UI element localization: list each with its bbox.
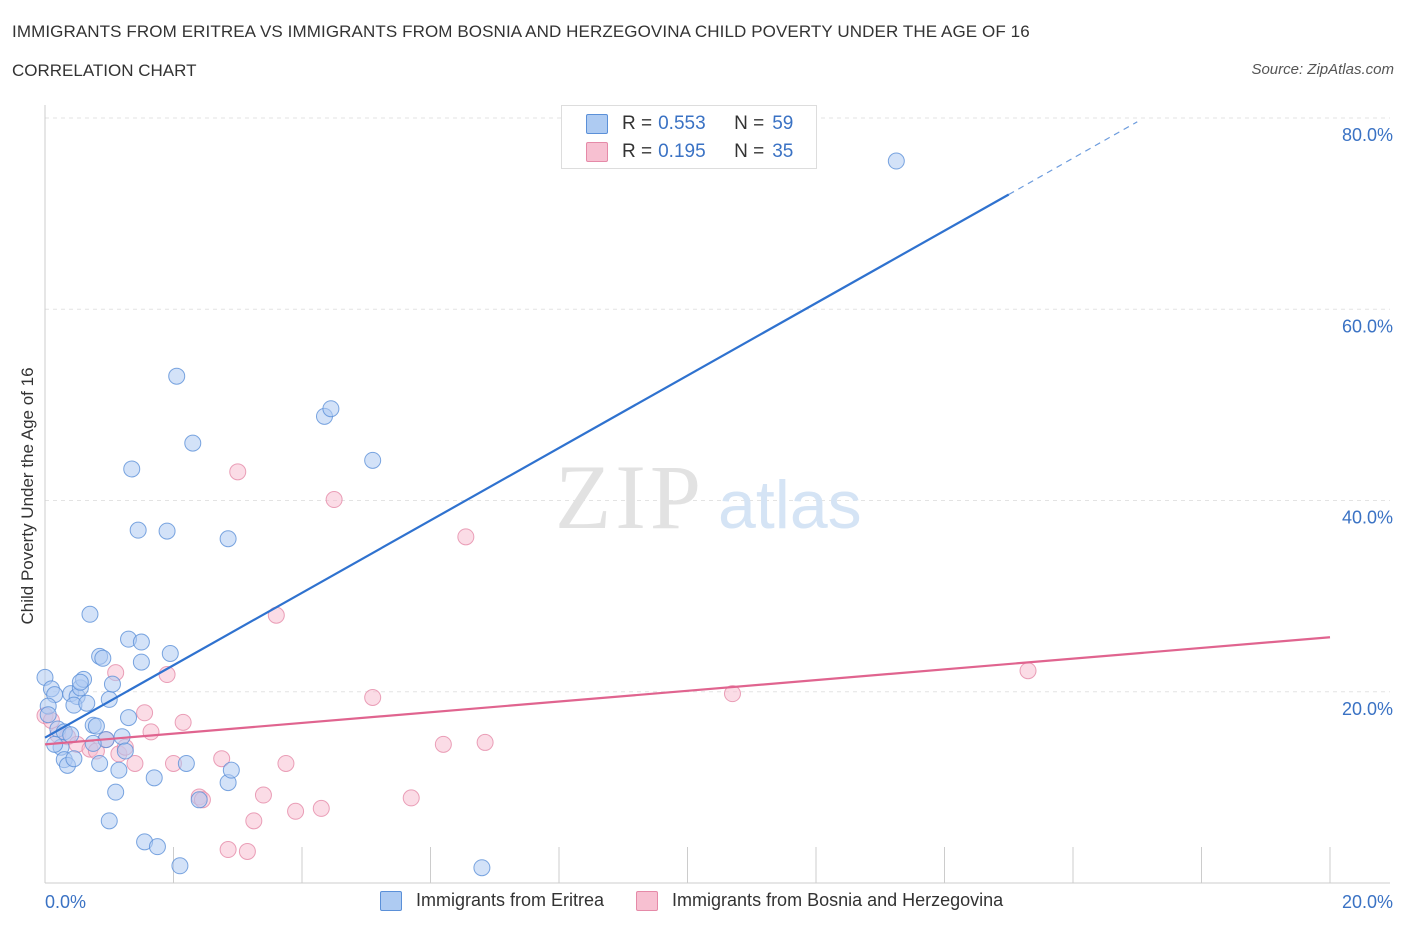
legend-label-bosnia: Immigrants from Bosnia and Herzegovina <box>672 890 1004 910</box>
legend-item-eritrea: Immigrants from Eritrea <box>380 890 604 911</box>
data-point-bosnia <box>142 723 160 741</box>
data-point-bosnia <box>457 528 475 546</box>
data-point-eritrea <box>78 694 96 712</box>
data-point-eritrea <box>65 750 83 768</box>
data-point-eritrea <box>84 734 102 752</box>
data-point-eritrea <box>168 367 186 385</box>
y-axis-label: Child Poverty Under the Age of 16 <box>18 367 37 625</box>
source-label: Source: ZipAtlas.com <box>1251 61 1394 78</box>
data-point-eritrea <box>473 859 491 877</box>
data-point-eritrea <box>219 530 237 548</box>
legend-r-label: R = <box>622 141 653 162</box>
data-point-eritrea <box>145 769 163 787</box>
chart-subtitle: CORRELATION CHART <box>12 61 197 80</box>
data-point-bosnia <box>254 786 272 804</box>
data-point-eritrea <box>364 451 382 469</box>
grid-lines <box>45 117 1390 693</box>
x-tick-label: 20.0% <box>1342 892 1393 912</box>
data-point-eritrea <box>94 649 112 667</box>
data-point-bosnia <box>312 799 330 817</box>
x-tick-label: 0.0% <box>45 892 86 912</box>
legend-swatch-blue <box>380 890 402 911</box>
data-point-bosnia <box>245 812 263 830</box>
series-legend: Immigrants from Eritrea Immigrants from … <box>380 890 1035 911</box>
data-point-bosnia <box>213 750 231 768</box>
data-point-bosnia <box>136 704 154 722</box>
legend-n-label: N = <box>734 141 765 162</box>
data-point-eritrea <box>110 761 128 779</box>
trend-extension-eritrea <box>1008 121 1138 196</box>
data-point-bosnia <box>434 735 452 753</box>
trend-lines <box>44 121 1331 746</box>
data-point-bosnia <box>219 841 237 859</box>
data-point-eritrea <box>103 675 121 693</box>
trend-line-eritrea <box>44 193 1010 739</box>
data-point-eritrea <box>39 706 57 724</box>
chart-title: IMMIGRANTS FROM ERITREA VS IMMIGRANTS FR… <box>12 22 1030 41</box>
legend-n-value: 35 <box>772 141 794 162</box>
data-point-eritrea <box>91 754 109 772</box>
legend-r-value: 0.195 <box>658 141 706 162</box>
legend-row-eritrea: R = 0.553 N = 59 <box>586 112 793 136</box>
data-point-eritrea <box>107 783 125 801</box>
watermark-zip: ZIP <box>555 446 705 548</box>
data-point-bosnia <box>325 491 343 509</box>
data-point-eritrea <box>116 742 134 760</box>
data-point-bosnia <box>229 463 247 481</box>
data-point-bosnia <box>476 733 494 751</box>
data-point-eritrea <box>129 521 147 539</box>
data-point-eritrea <box>161 645 179 662</box>
y-tick-label: 20.0% <box>1342 699 1393 719</box>
data-point-eritrea <box>177 754 195 772</box>
trend-line-bosnia <box>44 636 1331 746</box>
data-point-bosnia <box>364 688 382 706</box>
legend-swatch-pink <box>586 142 608 162</box>
data-point-eritrea <box>222 761 240 779</box>
legend-row-bosnia: R = 0.195 N = 35 <box>586 140 793 164</box>
data-point-bosnia <box>1019 662 1037 680</box>
data-point-eritrea <box>148 838 166 856</box>
data-point-bosnia <box>287 802 305 820</box>
legend-swatch-pink <box>636 890 659 911</box>
legend-r-value: 0.553 <box>658 113 706 134</box>
data-point-eritrea <box>62 726 80 744</box>
watermark-atlas: atlas <box>718 467 862 543</box>
y-tick-label: 60.0% <box>1342 316 1393 336</box>
data-point-eritrea <box>190 791 208 809</box>
data-point-eritrea <box>184 434 202 452</box>
data-point-eritrea <box>81 605 99 623</box>
legend-n-label: N = <box>734 113 765 134</box>
data-point-bosnia <box>126 754 144 772</box>
data-point-eritrea <box>132 633 150 651</box>
data-point-eritrea <box>71 673 89 691</box>
correlation-legend: R = 0.553 N = 59 R = 0.195 N = 35 <box>561 105 817 169</box>
tick-labels: 20.0% 40.0% 60.0% 80.0% 0.0% 20.0% <box>45 125 1393 912</box>
y-tick-label: 40.0% <box>1342 508 1393 528</box>
data-point-bosnia <box>277 754 295 772</box>
data-point-bosnia <box>402 789 420 807</box>
data-point-bosnia <box>174 713 192 731</box>
watermark: ZIP atlas <box>555 446 862 548</box>
data-point-eritrea <box>123 460 141 478</box>
data-point-eritrea <box>132 653 150 671</box>
data-point-eritrea <box>100 812 118 830</box>
legend-item-bosnia: Immigrants from Bosnia and Herzegovina <box>636 890 1003 911</box>
data-point-eritrea <box>171 857 189 875</box>
data-point-eritrea <box>158 522 176 540</box>
data-point-bosnia <box>238 842 256 860</box>
data-point-eritrea <box>322 400 340 418</box>
legend-label-eritrea: Immigrants from Eritrea <box>416 890 605 910</box>
data-point-eritrea <box>120 709 138 727</box>
data-point-eritrea <box>87 717 105 735</box>
y-tick-label: 80.0% <box>1342 125 1393 145</box>
data-point-eritrea <box>887 152 905 170</box>
data-point-bosnia <box>723 685 741 703</box>
data-points <box>36 152 1037 877</box>
legend-r-label: R = <box>622 113 653 134</box>
legend-n-value: 59 <box>772 113 794 134</box>
legend-swatch-blue <box>586 114 608 134</box>
